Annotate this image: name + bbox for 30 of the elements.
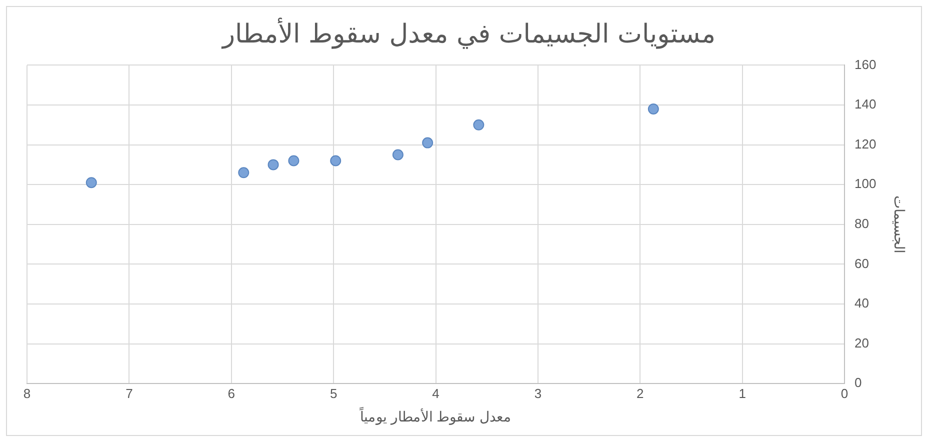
y-tick-label: 20 xyxy=(854,335,869,350)
x-tick-label: 6 xyxy=(228,386,235,401)
x-tick-label: 3 xyxy=(534,386,542,401)
x-tick-label: 8 xyxy=(23,386,31,401)
x-tick-label: 2 xyxy=(636,386,644,401)
point xyxy=(330,155,342,166)
x-tick-label: 7 xyxy=(126,386,133,401)
point xyxy=(288,155,300,166)
y-tick-label: 80 xyxy=(854,216,869,231)
chart-title: مستويات الجسيمات في معدل سقوط الأمطار xyxy=(220,17,716,50)
x-tick-label: 5 xyxy=(330,386,338,401)
point xyxy=(648,103,659,114)
point xyxy=(268,159,279,170)
point xyxy=(422,137,434,148)
x-tick-label: 1 xyxy=(738,386,746,401)
y-tick-label: 120 xyxy=(854,136,876,152)
x-axis-title: معدل سقوط الأمطار يومياً xyxy=(358,406,512,426)
y-tick-label: 40 xyxy=(854,296,869,311)
y-tick-label: 140 xyxy=(854,96,876,112)
y-axis-title: الجسيمات xyxy=(892,195,908,254)
point xyxy=(86,177,97,188)
y-tick-label: 0 xyxy=(854,375,862,390)
y-tick-label: 160 xyxy=(854,56,876,72)
point xyxy=(392,149,404,160)
x-tick-label: 4 xyxy=(432,386,440,401)
point xyxy=(473,119,484,130)
y-tick-label: 60 xyxy=(854,256,869,271)
point xyxy=(238,167,250,178)
y-tick-label: 100 xyxy=(854,176,876,192)
x-tick-label: 0 xyxy=(840,386,848,401)
